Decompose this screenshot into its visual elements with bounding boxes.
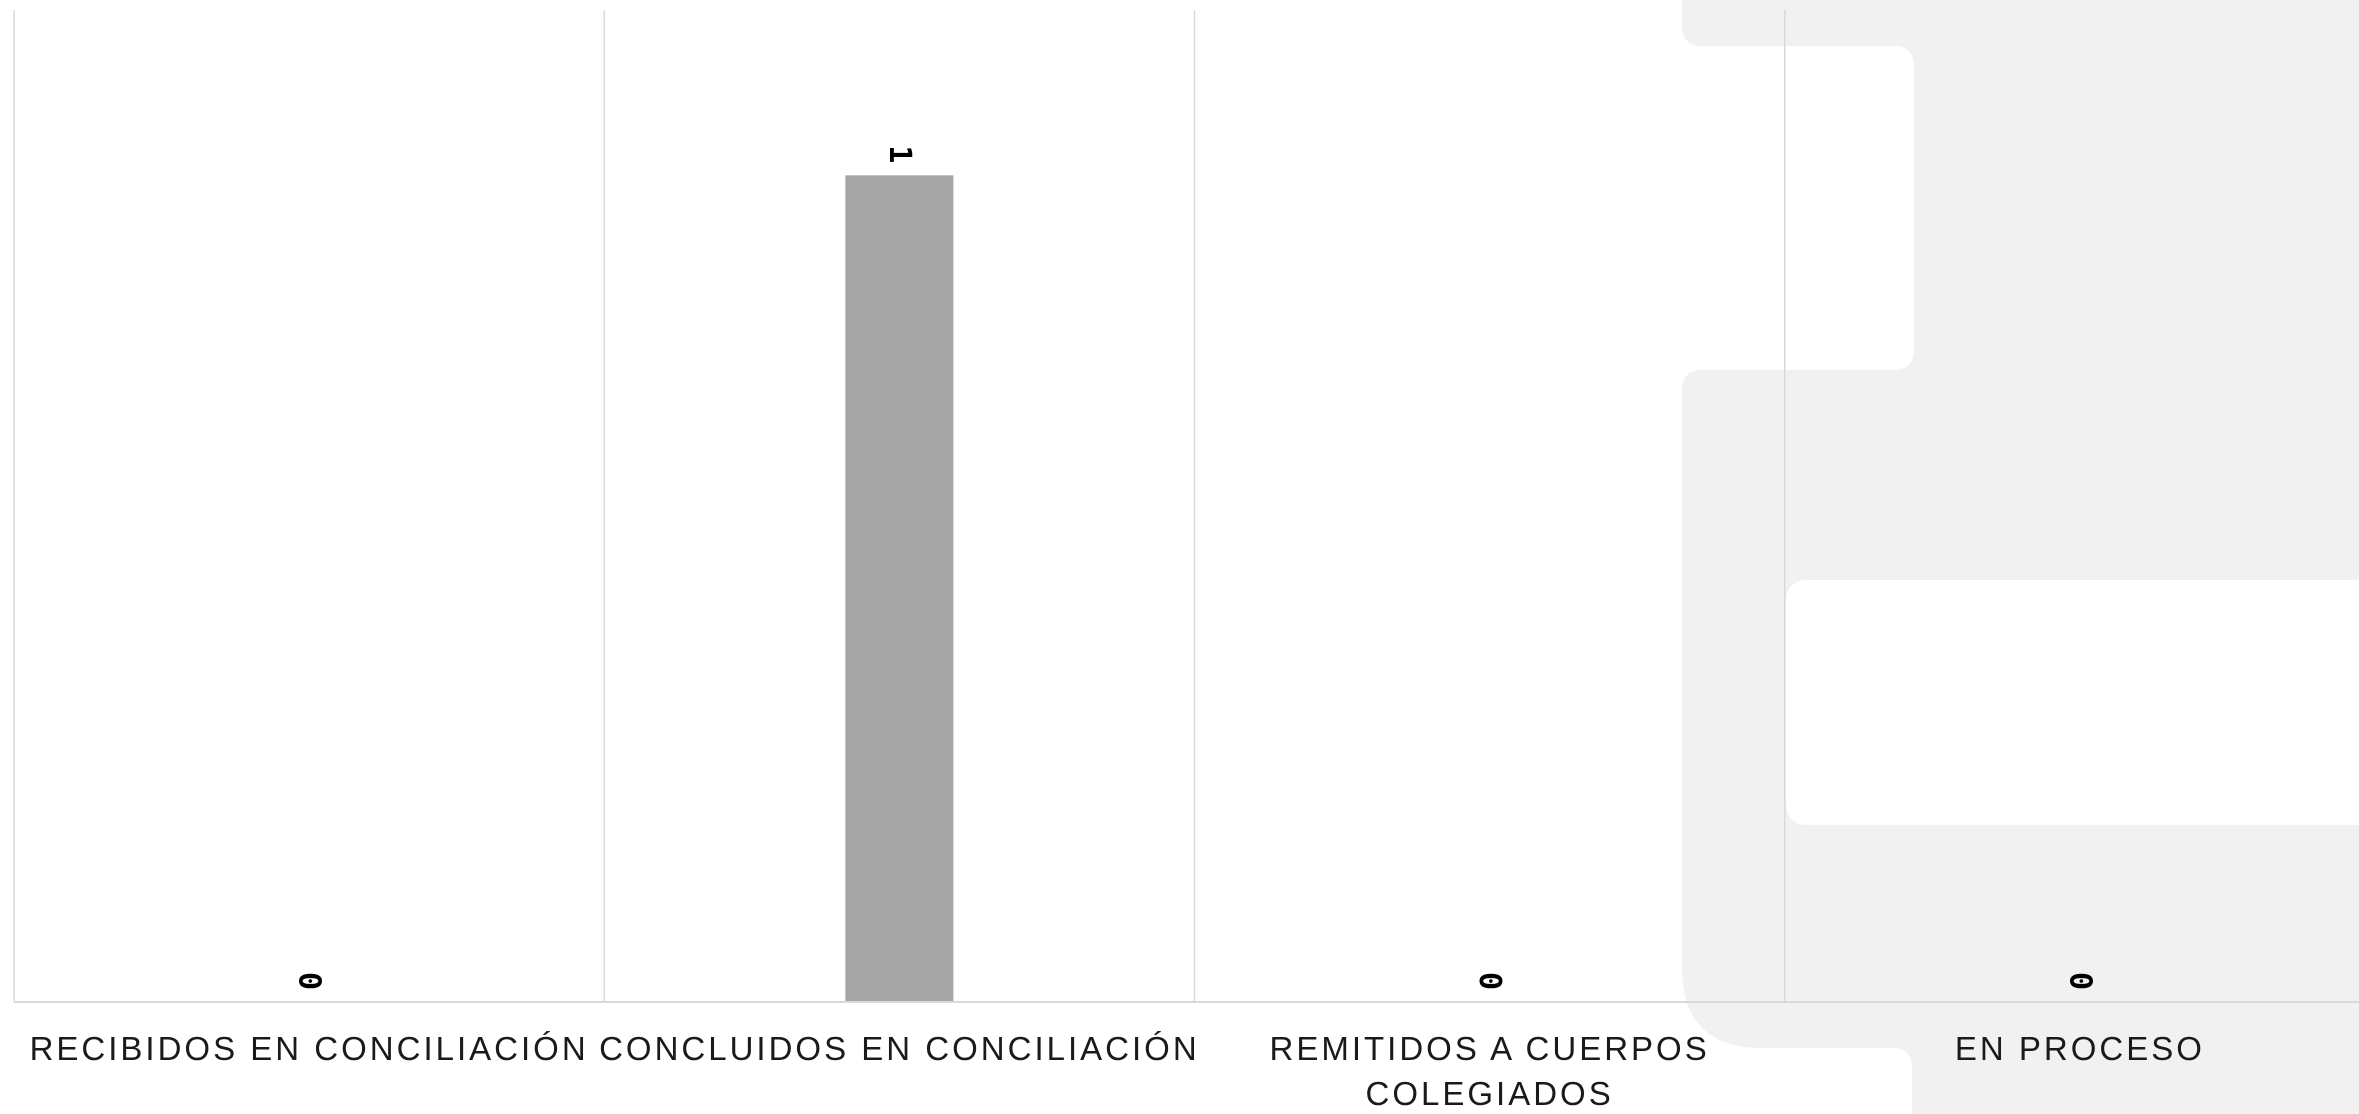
data-label: 0 — [1472, 972, 1507, 990]
data-label: 0 — [292, 972, 327, 990]
bar — [845, 175, 954, 1003]
x-axis-tick-labels: RECIBIDOS EN CONCILIACIÓN CONCLUIDOS EN C… — [30, 1030, 2205, 1112]
bars — [845, 175, 954, 1003]
x-tick-label: RECIBIDOS EN CONCILIACIÓN — [30, 1030, 589, 1067]
watermark-shape — [1682, 0, 2359, 1114]
x-tick-label: EN PROCESO — [1955, 1030, 2205, 1067]
data-label: 1 — [882, 145, 917, 163]
x-tick-label: CONCLUIDOS EN CONCILIACIÓN — [599, 1030, 1200, 1067]
data-labels: 0 1 0 0 — [292, 145, 2098, 990]
gridlines — [13, 10, 1786, 1002]
x-tick-label: REMITIDOS A CUERPOS COLEGIADOS — [1270, 1030, 1710, 1112]
data-label: 0 — [2062, 972, 2097, 990]
